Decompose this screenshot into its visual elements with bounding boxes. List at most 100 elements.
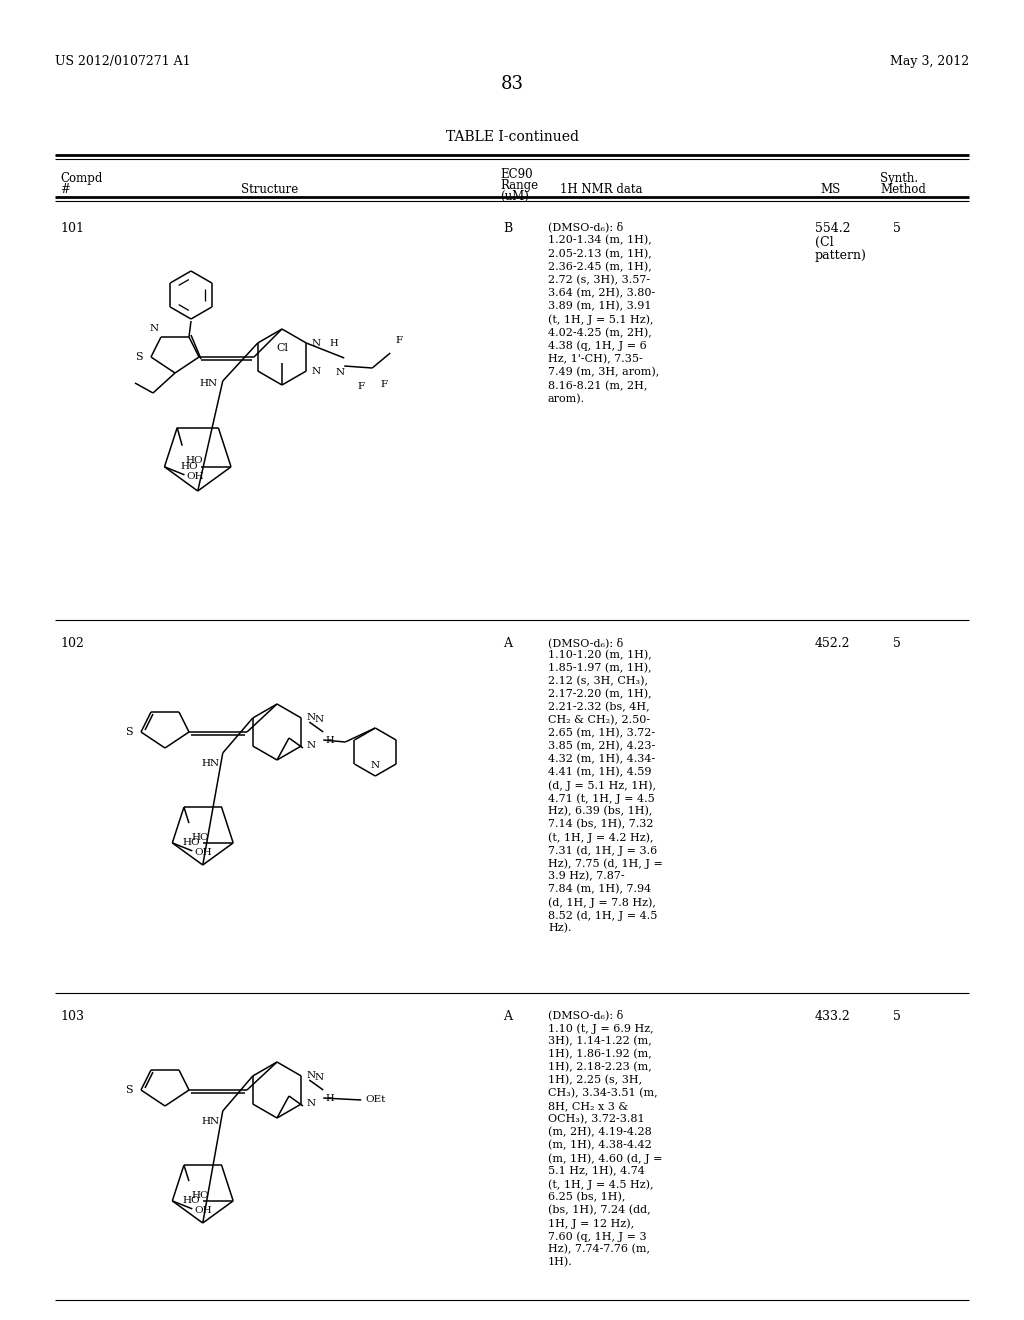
Text: MS: MS xyxy=(820,183,841,195)
Text: 4.41 (m, 1H), 4.59: 4.41 (m, 1H), 4.59 xyxy=(548,767,651,777)
Text: HO: HO xyxy=(182,838,200,847)
Text: 3.64 (m, 2H), 3.80-: 3.64 (m, 2H), 3.80- xyxy=(548,288,655,298)
Text: N: N xyxy=(336,368,345,378)
Text: HO: HO xyxy=(180,462,198,471)
Text: 3.85 (m, 2H), 4.23-: 3.85 (m, 2H), 4.23- xyxy=(548,741,655,751)
Text: N: N xyxy=(150,323,159,333)
Text: 1.85-1.97 (m, 1H),: 1.85-1.97 (m, 1H), xyxy=(548,663,651,673)
Text: 1H, J = 12 Hz),: 1H, J = 12 Hz), xyxy=(548,1218,634,1229)
Text: F: F xyxy=(357,381,365,391)
Text: 2.36-2.45 (m, 1H),: 2.36-2.45 (m, 1H), xyxy=(548,261,651,272)
Text: N: N xyxy=(311,367,321,375)
Text: 7.84 (m, 1H), 7.94: 7.84 (m, 1H), 7.94 xyxy=(548,884,651,895)
Text: N: N xyxy=(314,1073,324,1082)
Text: 4.02-4.25 (m, 2H),: 4.02-4.25 (m, 2H), xyxy=(548,327,651,338)
Text: (uM): (uM) xyxy=(500,190,528,203)
Text: N: N xyxy=(306,1100,315,1109)
Text: OH: OH xyxy=(195,1206,212,1216)
Text: H: H xyxy=(326,737,334,744)
Text: A: A xyxy=(503,1010,512,1023)
Text: N: N xyxy=(306,742,315,751)
Text: 2.21-2.32 (bs, 4H,: 2.21-2.32 (bs, 4H, xyxy=(548,702,649,713)
Text: HO: HO xyxy=(185,455,203,465)
Text: Range: Range xyxy=(500,180,539,191)
Text: CH₃), 3.34-3.51 (m,: CH₃), 3.34-3.51 (m, xyxy=(548,1088,657,1098)
Text: (t, 1H, J = 4.5 Hz),: (t, 1H, J = 4.5 Hz), xyxy=(548,1179,653,1189)
Text: 2.72 (s, 3H), 3.57-: 2.72 (s, 3H), 3.57- xyxy=(548,275,650,285)
Text: 7.14 (bs, 1H), 7.32: 7.14 (bs, 1H), 7.32 xyxy=(548,818,653,829)
Text: US 2012/0107271 A1: US 2012/0107271 A1 xyxy=(55,55,190,69)
Text: (t, 1H, J = 4.2 Hz),: (t, 1H, J = 4.2 Hz), xyxy=(548,832,653,842)
Text: N: N xyxy=(306,714,315,722)
Text: Synth.: Synth. xyxy=(880,172,919,185)
Text: 5.1 Hz, 1H), 4.74: 5.1 Hz, 1H), 4.74 xyxy=(548,1166,645,1176)
Text: 1H), 2.25 (s, 3H,: 1H), 2.25 (s, 3H, xyxy=(548,1074,642,1085)
Text: 6.25 (bs, 1H),: 6.25 (bs, 1H), xyxy=(548,1192,626,1203)
Text: arom).: arom). xyxy=(548,393,585,404)
Text: S: S xyxy=(125,1085,133,1096)
Text: (t, 1H, J = 5.1 Hz),: (t, 1H, J = 5.1 Hz), xyxy=(548,314,653,325)
Text: Hz), 6.39 (bs, 1H),: Hz), 6.39 (bs, 1H), xyxy=(548,807,652,816)
Text: S: S xyxy=(135,352,143,362)
Text: (m, 2H), 4.19-4.28: (m, 2H), 4.19-4.28 xyxy=(548,1127,651,1138)
Text: 1H NMR data: 1H NMR data xyxy=(560,183,642,195)
Text: OH: OH xyxy=(195,849,212,858)
Text: 1.10-1.20 (m, 1H),: 1.10-1.20 (m, 1H), xyxy=(548,649,651,660)
Text: EC90: EC90 xyxy=(500,168,532,181)
Text: 102: 102 xyxy=(60,638,84,649)
Text: 8.16-8.21 (m, 2H,: 8.16-8.21 (m, 2H, xyxy=(548,380,647,391)
Text: 4.71 (t, 1H, J = 4.5: 4.71 (t, 1H, J = 4.5 xyxy=(548,793,654,804)
Text: F: F xyxy=(380,380,387,389)
Text: 3H), 1.14-1.22 (m,: 3H), 1.14-1.22 (m, xyxy=(548,1036,651,1047)
Text: 2.05-2.13 (m, 1H),: 2.05-2.13 (m, 1H), xyxy=(548,248,651,259)
Text: 103: 103 xyxy=(60,1010,84,1023)
Text: (DMSO-d₆): δ: (DMSO-d₆): δ xyxy=(548,222,624,232)
Text: (Cl: (Cl xyxy=(815,235,834,248)
Text: (m, 1H), 4.38-4.42: (m, 1H), 4.38-4.42 xyxy=(548,1140,651,1150)
Text: 83: 83 xyxy=(501,75,523,92)
Text: N: N xyxy=(306,1072,315,1081)
Text: #: # xyxy=(60,183,70,195)
Text: 452.2: 452.2 xyxy=(815,638,851,649)
Text: HN: HN xyxy=(200,379,218,388)
Text: 433.2: 433.2 xyxy=(815,1010,851,1023)
Text: 3.89 (m, 1H), 3.91: 3.89 (m, 1H), 3.91 xyxy=(548,301,651,312)
Text: HN: HN xyxy=(202,759,220,768)
Text: 8.52 (d, 1H, J = 4.5: 8.52 (d, 1H, J = 4.5 xyxy=(548,909,657,920)
Text: S: S xyxy=(125,727,133,737)
Text: 1.10 (t, J = 6.9 Hz,: 1.10 (t, J = 6.9 Hz, xyxy=(548,1023,653,1034)
Text: Hz), 7.74-7.76 (m,: Hz), 7.74-7.76 (m, xyxy=(548,1243,650,1254)
Text: 4.38 (q, 1H, J = 6: 4.38 (q, 1H, J = 6 xyxy=(548,341,647,351)
Text: A: A xyxy=(503,638,512,649)
Text: 1H), 1.86-1.92 (m,: 1H), 1.86-1.92 (m, xyxy=(548,1049,651,1060)
Text: N: N xyxy=(314,715,324,725)
Text: HO: HO xyxy=(191,833,210,842)
Text: N: N xyxy=(371,762,380,770)
Text: OH: OH xyxy=(186,473,204,482)
Text: CH₂ & CH₂), 2.50-: CH₂ & CH₂), 2.50- xyxy=(548,715,650,726)
Text: Structure: Structure xyxy=(242,183,299,195)
Text: Hz).: Hz). xyxy=(548,923,571,933)
Text: HO: HO xyxy=(182,1196,200,1205)
Text: (m, 1H), 4.60 (d, J =: (m, 1H), 4.60 (d, J = xyxy=(548,1152,663,1163)
Text: N: N xyxy=(311,338,321,347)
Text: 1.20-1.34 (m, 1H),: 1.20-1.34 (m, 1H), xyxy=(548,235,651,246)
Text: H: H xyxy=(326,1094,334,1104)
Text: Hz), 7.75 (d, 1H, J =: Hz), 7.75 (d, 1H, J = xyxy=(548,858,663,869)
Text: TABLE I-continued: TABLE I-continued xyxy=(445,129,579,144)
Text: Compd: Compd xyxy=(60,172,102,185)
Text: 2.12 (s, 3H, CH₃),: 2.12 (s, 3H, CH₃), xyxy=(548,676,648,686)
Text: (d, 1H, J = 7.8 Hz),: (d, 1H, J = 7.8 Hz), xyxy=(548,898,656,908)
Text: (DMSO-d₆): δ: (DMSO-d₆): δ xyxy=(548,638,624,648)
Text: H: H xyxy=(329,339,338,348)
Text: 101: 101 xyxy=(60,222,84,235)
Text: B: B xyxy=(503,222,512,235)
Text: 2.17-2.20 (m, 1H),: 2.17-2.20 (m, 1H), xyxy=(548,689,651,700)
Text: 1H), 2.18-2.23 (m,: 1H), 2.18-2.23 (m, xyxy=(548,1063,651,1072)
Text: Hz, 1'-CH), 7.35-: Hz, 1'-CH), 7.35- xyxy=(548,354,643,364)
Text: (bs, 1H), 7.24 (dd,: (bs, 1H), 7.24 (dd, xyxy=(548,1205,650,1216)
Text: (DMSO-d₆): δ: (DMSO-d₆): δ xyxy=(548,1010,624,1020)
Text: 4.32 (m, 1H), 4.34-: 4.32 (m, 1H), 4.34- xyxy=(548,754,655,764)
Text: 3.9 Hz), 7.87-: 3.9 Hz), 7.87- xyxy=(548,871,625,882)
Text: 5: 5 xyxy=(893,638,901,649)
